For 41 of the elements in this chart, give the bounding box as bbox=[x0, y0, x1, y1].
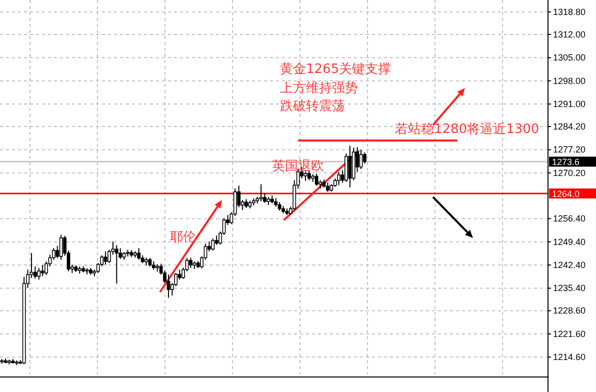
candlestick bbox=[307, 170, 311, 181]
annotation: 若站稳1280将逼近1300 bbox=[395, 122, 540, 137]
candlestick bbox=[214, 235, 218, 246]
annotation: 上方维持强势 bbox=[280, 80, 358, 96]
y-tick-label: 1228.60 bbox=[553, 306, 586, 316]
y-tick-label: 1298.00 bbox=[553, 76, 586, 86]
annotation: 黄金1265关键支撑 bbox=[280, 62, 392, 77]
candlestick bbox=[104, 250, 108, 266]
ref-line-label: 1273.6 bbox=[552, 157, 580, 168]
candlestick bbox=[37, 267, 41, 280]
y-tick-label: 1305.00 bbox=[553, 52, 586, 63]
y-tick-label: 1277.20 bbox=[553, 144, 586, 155]
y-tick-label: 1318.80 bbox=[553, 6, 586, 17]
candlestick bbox=[137, 248, 141, 260]
annotation: 跌破转震荡 bbox=[280, 99, 345, 114]
y-tick-label: 1312.00 bbox=[553, 29, 586, 40]
candlestick bbox=[348, 145, 352, 188]
y-tick-label: 1221.60 bbox=[553, 328, 586, 339]
candlestick bbox=[359, 149, 363, 170]
candlestick bbox=[114, 244, 118, 284]
candlestick bbox=[59, 234, 63, 260]
y-tick-label: 1242.40 bbox=[553, 260, 586, 270]
candlestick bbox=[314, 173, 318, 186]
candlestick bbox=[326, 182, 330, 192]
y-tick-label: 1284.20 bbox=[553, 122, 586, 132]
y-tick-label: 1270.20 bbox=[553, 168, 586, 178]
candlestick bbox=[40, 264, 44, 277]
y-tick-label: 1256.40 bbox=[553, 214, 586, 224]
annotation: 耶伦 bbox=[170, 230, 196, 245]
candlestick bbox=[259, 184, 263, 202]
y-tick-label: 1291.00 bbox=[553, 99, 586, 110]
candlestick bbox=[188, 257, 192, 268]
candlestick bbox=[211, 238, 215, 251]
candlestick bbox=[363, 152, 366, 164]
y-tick-label: 1249.40 bbox=[553, 236, 586, 247]
y-tick-label: 1235.40 bbox=[553, 283, 586, 294]
y-tick-label: 1214.60 bbox=[553, 352, 586, 362]
candlestick bbox=[337, 171, 340, 186]
ref-line-label: 1264.0 bbox=[552, 188, 580, 199]
candlestick bbox=[304, 171, 308, 182]
annotation: 英国退欧 bbox=[272, 159, 324, 174]
